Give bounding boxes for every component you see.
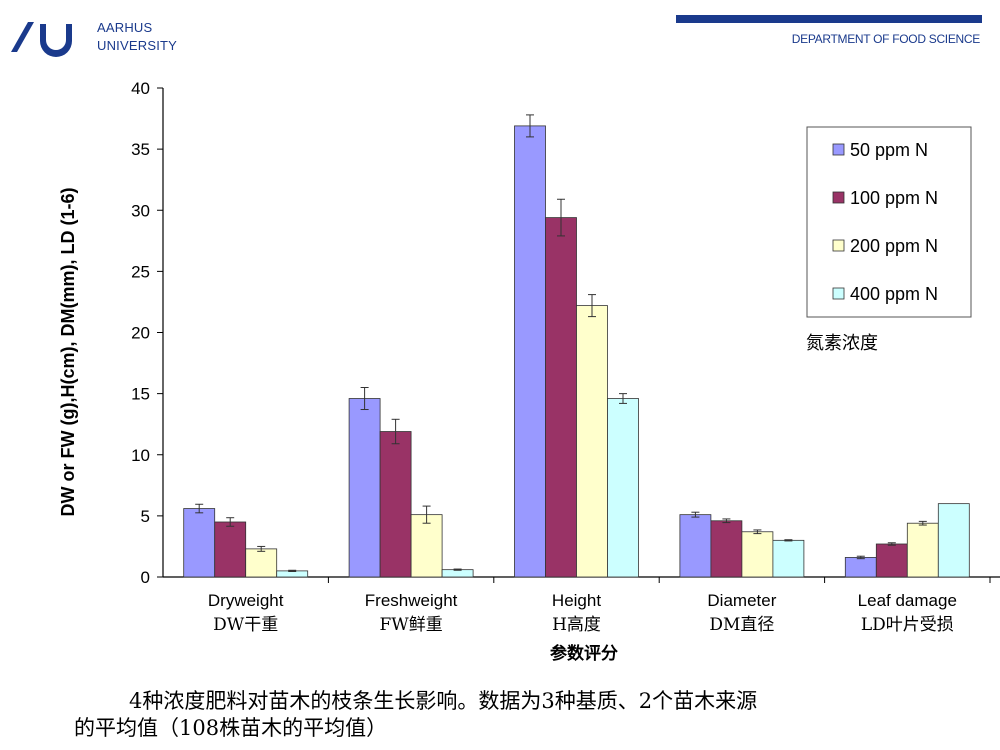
- legend-label: 400 ppm N: [850, 284, 938, 304]
- legend-label: 50 ppm N: [850, 140, 928, 160]
- x-category-labels: Dryweight DW干重 Freshweight FW鲜重 Height H高度 Dia…: [208, 591, 957, 635]
- bar: [772, 539, 805, 578]
- figure-caption: 4种浓度肥料对苗木的枝条生长影响。数据为3种基质、2个苗木来源 的平均值（108…: [74, 688, 994, 742]
- bar: [710, 520, 743, 578]
- legend-label: 100 ppm N: [850, 188, 938, 208]
- bar: [214, 521, 247, 578]
- chart-legend: 50 ppm N 100 ppm N 200 ppm N 400 ppm N: [806, 126, 972, 318]
- x-category-label: Dryweight: [208, 591, 284, 610]
- caption-line2: 的平均值（108株苗木的平均值）: [74, 716, 388, 740]
- y-tick-label: 25: [131, 262, 150, 281]
- bar: [545, 217, 577, 578]
- bar: [183, 508, 216, 578]
- legend-swatch: [832, 143, 845, 156]
- university-line2: UNIVERSITY: [97, 38, 178, 53]
- y-tick-label: 20: [131, 324, 150, 343]
- aarhus-logo: [11, 22, 72, 57]
- x-category-label-cn: FW鲜重: [379, 615, 442, 635]
- legend-swatch: [832, 239, 845, 252]
- bar: [844, 557, 877, 578]
- university-name: AARHUS UNIVERSITY: [97, 19, 177, 55]
- x-category-label-cn: LD叶片受损: [861, 615, 954, 635]
- y-tick-label: 40: [131, 79, 150, 98]
- y-tick-label: 15: [131, 385, 150, 404]
- legend-swatch: [832, 287, 845, 300]
- header-accent-bar: [676, 15, 982, 23]
- y-tick-label: 30: [131, 201, 150, 220]
- x-category-label: Diameter: [707, 591, 776, 610]
- y-tick-labels: 0 5 10 15 20 25 30 35 40: [131, 79, 150, 587]
- bar: [514, 125, 546, 578]
- bar-series: [183, 125, 970, 578]
- bar: [937, 503, 970, 578]
- bar: [245, 548, 278, 578]
- legend-swatch: [832, 191, 845, 204]
- legend-note: 氮素浓度: [806, 333, 878, 354]
- y-tick-label: 0: [141, 568, 150, 587]
- bar: [875, 543, 908, 578]
- logo-slash-shape: [11, 22, 34, 52]
- x-category-label-cn: DW干重: [213, 615, 278, 635]
- bar: [348, 398, 381, 578]
- bar: [607, 398, 639, 578]
- logo-arc-shape: [40, 24, 72, 57]
- y-tick-label: 5: [141, 507, 150, 526]
- bar-chart: DW or FW (g),H(cm), DM(mm), LD (1-6) 0 5 1…: [58, 79, 1000, 664]
- x-category-label: Leaf damage: [858, 591, 957, 610]
- y-axis-label: DW or FW (g),H(cm), DM(mm), LD (1-6): [58, 188, 78, 517]
- x-category-label: Height: [552, 591, 601, 610]
- department-name: DEPARTMENT OF FOOD SCIENCE: [791, 32, 981, 46]
- bar: [741, 531, 774, 578]
- error-bars: [195, 114, 927, 572]
- x-category-label-cn: DM直径: [709, 615, 774, 635]
- bar: [379, 431, 412, 578]
- y-tick-label: 35: [131, 140, 150, 159]
- bar: [410, 514, 443, 578]
- legend-label: 200 ppm N: [850, 236, 938, 256]
- x-category-label-cn: H高度: [552, 615, 601, 635]
- bar: [906, 522, 939, 578]
- legend-box: [806, 126, 972, 318]
- x-axis-label: 参数评分: [550, 643, 618, 664]
- bar: [679, 514, 712, 578]
- university-line1: AARHUS: [97, 20, 153, 35]
- bar: [576, 305, 608, 578]
- caption-line1: 4种浓度肥料对苗木的枝条生长影响。数据为3种基质、2个苗木来源: [129, 689, 758, 713]
- y-tick-label: 10: [131, 446, 150, 465]
- x-category-label: Freshweight: [365, 591, 458, 610]
